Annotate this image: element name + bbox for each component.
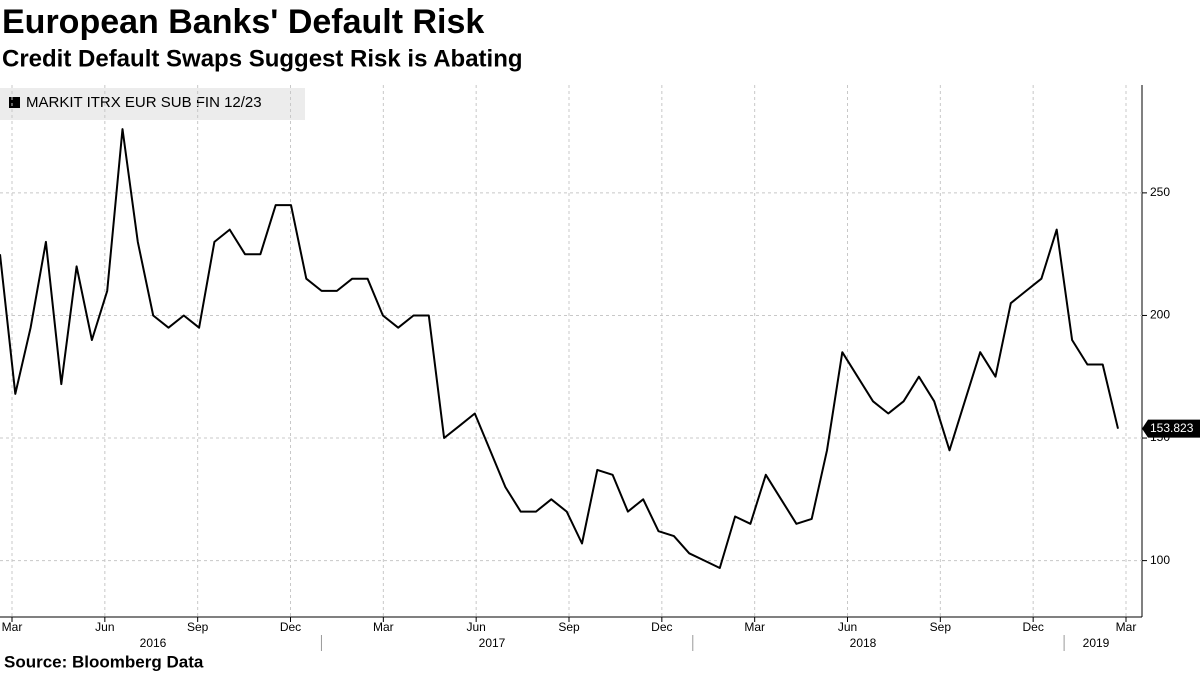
x-tick-label: Sep bbox=[930, 620, 952, 634]
x-tick-label: Dec bbox=[651, 620, 672, 634]
year-label: 2018 bbox=[850, 636, 877, 650]
chart-subtitle: Credit Default Swaps Suggest Risk is Aba… bbox=[2, 45, 523, 72]
legend-box bbox=[0, 88, 305, 120]
last-value-badge bbox=[1142, 419, 1200, 438]
last-value-label: 153.823 bbox=[1150, 421, 1194, 435]
x-tick-label: Dec bbox=[280, 620, 301, 634]
x-tick-label: Dec bbox=[1022, 620, 1043, 634]
chart-title: European Banks' Default Risk bbox=[2, 3, 484, 41]
x-tick-label: Sep bbox=[558, 620, 580, 634]
source: Source: Bloomberg Data bbox=[4, 652, 204, 671]
y-tick-label: 250 bbox=[1150, 185, 1170, 199]
x-tick-label: Mar bbox=[1116, 620, 1137, 634]
x-tick-label: Mar bbox=[744, 620, 765, 634]
y-tick-label: 100 bbox=[1150, 553, 1170, 567]
x-tick-label: Jun bbox=[466, 620, 485, 634]
x-tick-label: Jun bbox=[838, 620, 857, 634]
line bbox=[0, 128, 1119, 569]
year-label: 2017 bbox=[479, 636, 506, 650]
year-label: 2019 bbox=[1083, 636, 1110, 650]
year-label: 2016 bbox=[140, 636, 167, 650]
x-tick-label: Mar bbox=[2, 620, 23, 634]
y-tick-label: 200 bbox=[1150, 308, 1170, 322]
x-tick-label: Mar bbox=[373, 620, 394, 634]
x-tick-label: Jun bbox=[95, 620, 114, 634]
legend-label: MARKIT ITRX EUR SUB FIN 12/23 bbox=[26, 94, 262, 111]
x-tick-label: Sep bbox=[187, 620, 209, 634]
legend-swatch bbox=[9, 97, 20, 108]
